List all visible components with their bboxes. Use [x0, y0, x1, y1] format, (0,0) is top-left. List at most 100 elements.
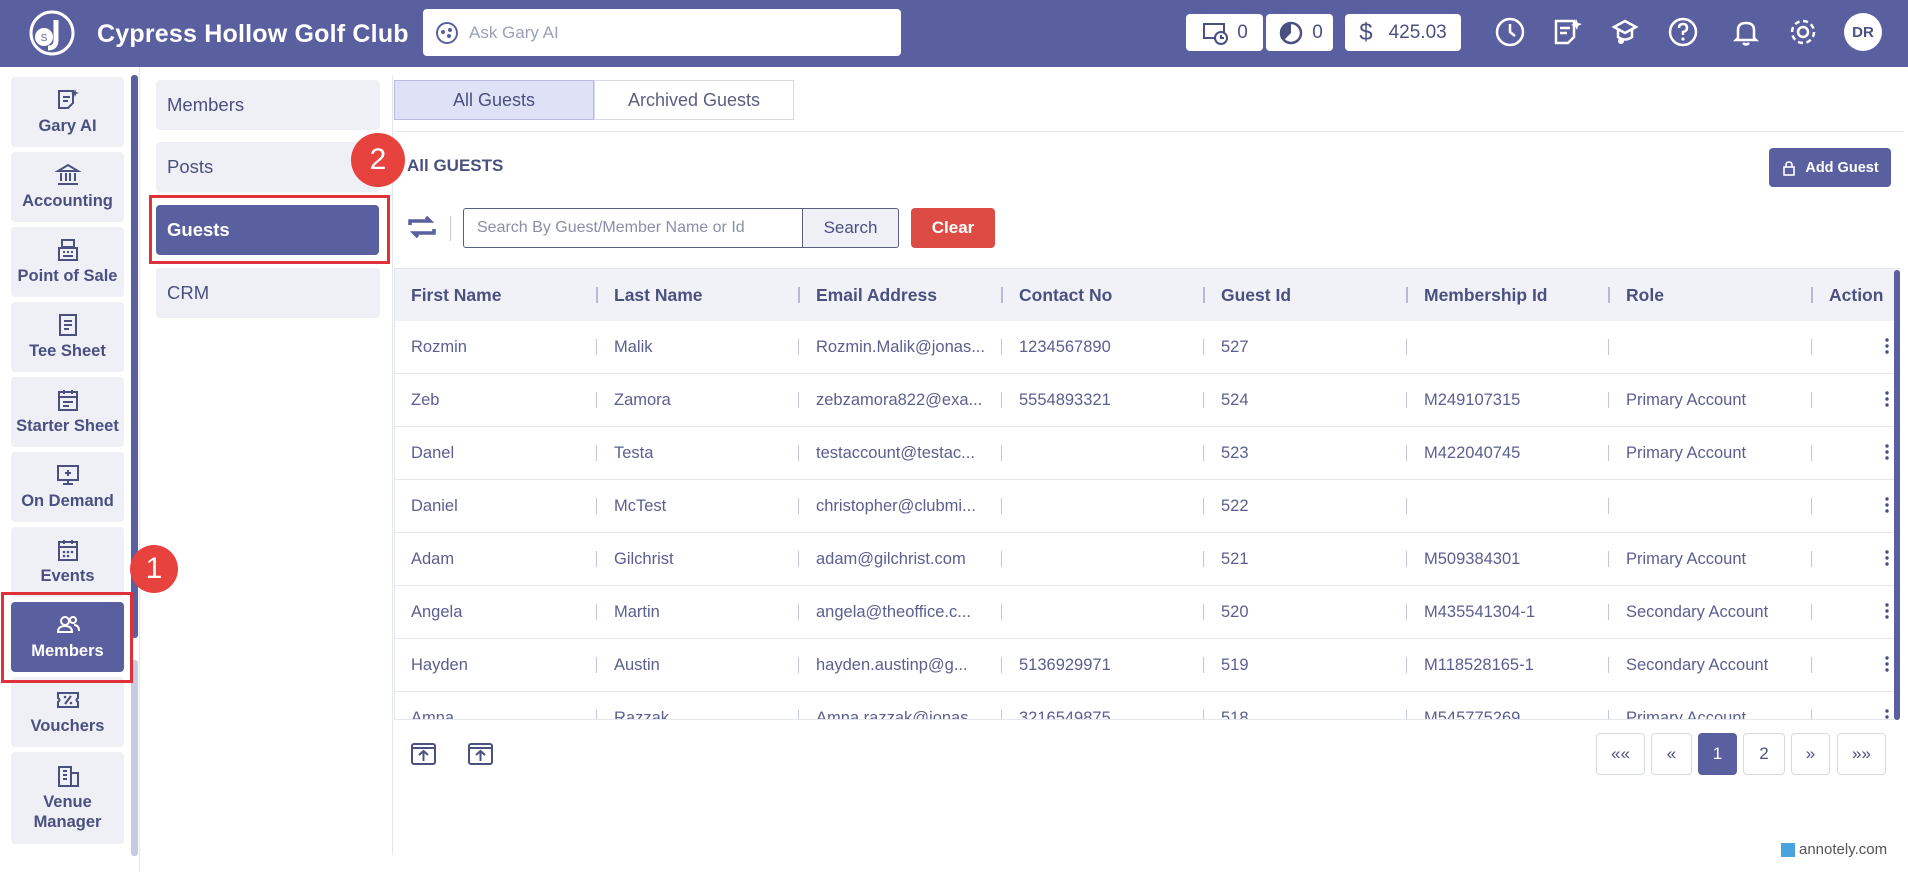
nav-item-vouchers[interactable]: Vouchers [11, 677, 124, 747]
table-row[interactable]: Hayden Austin hayden.austinp@g... 513692997… [395, 639, 1897, 692]
subnav-members[interactable]: Members [156, 80, 380, 130]
golfer-icon[interactable] [1607, 14, 1643, 50]
row-actions-kebab-icon[interactable] [1885, 391, 1889, 407]
cell-guest-id: 524 [1221, 390, 1249, 409]
export-icon[interactable] [410, 739, 437, 766]
nav-item-events[interactable]: Events [11, 527, 124, 597]
search-input[interactable]: Search By Guest/Member Name or Id [463, 208, 803, 248]
subnav-guests[interactable]: Guests [156, 205, 379, 255]
club-logo-icon[interactable]: S [26, 10, 78, 56]
column-header-contact[interactable]: Contact No [1019, 284, 1113, 305]
cell-role: Secondary Account [1626, 602, 1769, 621]
row-actions-kebab-icon[interactable] [1885, 550, 1889, 566]
balance-display[interactable]: $ 425.03 [1345, 14, 1461, 51]
pagination-prev[interactable]: « [1651, 733, 1692, 775]
tee-time-counter[interactable]: 0 [1186, 14, 1263, 51]
tee-time-count: 0 [1237, 21, 1248, 43]
nav-scrollbar-thumb[interactable] [131, 75, 138, 638]
column-header-first-name[interactable]: First Name [411, 284, 502, 305]
subnav-crm[interactable]: CRM [156, 268, 380, 318]
clock-icon[interactable] [1492, 14, 1528, 50]
column-separator [798, 339, 799, 355]
bell-icon[interactable] [1728, 14, 1764, 50]
user-avatar[interactable]: DR [1844, 13, 1882, 51]
nav-scrollbar-track[interactable] [131, 660, 138, 856]
column-header-last-name[interactable]: Last Name [614, 284, 703, 305]
cell-first-name: Daniel [411, 496, 458, 515]
column-separator [1203, 604, 1204, 620]
pagination-last[interactable]: »» [1837, 733, 1886, 775]
table-row[interactable]: Rozmin Malik Rozmin.Malik@jonas... 12345678… [395, 321, 1897, 374]
table-row[interactable]: Danel Testa testaccount@testac... 523 M42204… [395, 427, 1897, 480]
row-actions-kebab-icon[interactable] [1885, 603, 1889, 619]
table-scrollbar-thumb[interactable] [1894, 270, 1900, 720]
row-actions-kebab-icon[interactable] [1885, 709, 1889, 720]
column-header-email[interactable]: Email Address [816, 284, 937, 305]
table-row[interactable]: Zeb Zamora zebzamora822@exa... 5554893321 52… [395, 374, 1897, 427]
column-separator [1001, 339, 1002, 355]
tab-all-guests[interactable]: All Guests [394, 80, 594, 120]
nav-item-gary-ai[interactable]: Gary AI [11, 77, 124, 147]
subnav-posts[interactable]: Posts [156, 142, 380, 192]
nav-item-tee-sheet[interactable]: Tee Sheet [11, 302, 124, 372]
table-row[interactable]: Adam Gilchrist adam@gilchrist.com 521 M50938… [395, 533, 1897, 586]
cell-guest-id: 519 [1221, 655, 1249, 674]
column-separator [596, 710, 597, 719]
pagination-page-1[interactable]: 1 [1698, 733, 1737, 775]
table-row[interactable]: Daniel McTest christopher@clubmi... 522 [395, 480, 1897, 533]
table-row[interactable]: Amna Razzak Amna.razzak@jonas... 3216549875… [395, 692, 1897, 720]
column-separator [596, 498, 597, 514]
cell-last-name: Martin [614, 602, 660, 621]
row-actions-kebab-icon[interactable] [1885, 444, 1889, 460]
add-guest-button[interactable]: Add Guest [1769, 148, 1891, 187]
club-name: Cypress Hollow Golf Club [97, 20, 409, 48]
column-separator [1608, 339, 1609, 355]
cell-first-name: Adam [411, 549, 455, 568]
pagination-page-2[interactable]: 2 [1743, 733, 1785, 775]
column-header-role[interactable]: Role [1626, 284, 1664, 305]
gear-icon[interactable] [1785, 14, 1821, 50]
voucher-icon [56, 692, 79, 709]
column-separator [596, 657, 597, 673]
row-actions-kebab-icon[interactable] [1885, 497, 1889, 513]
pagination-first[interactable]: «« [1596, 733, 1645, 775]
cell-membership-id: M545775269 [1424, 708, 1521, 720]
nav-label: Gary AI [38, 117, 97, 136]
column-separator [1811, 339, 1812, 355]
search-button[interactable]: Search [802, 208, 899, 248]
column-separator [1608, 710, 1609, 719]
cell-email: testaccount@testac... [816, 443, 975, 462]
ask-gary-input[interactable]: Ask Gary AI [423, 9, 901, 56]
column-header-membership-id[interactable]: Membership Id [1424, 284, 1548, 305]
pagination-next[interactable]: » [1791, 733, 1830, 775]
nav-item-members[interactable]: Members [11, 602, 124, 672]
column-separator [1203, 339, 1204, 355]
pie-counter[interactable]: 0 [1266, 14, 1333, 51]
nav-item-on-demand[interactable]: On Demand [11, 452, 124, 522]
refresh-icon[interactable] [406, 213, 438, 241]
row-actions-kebab-icon[interactable] [1885, 338, 1889, 354]
table-row[interactable]: Angela Martin angela@theoffice.c... 520 M435… [395, 586, 1897, 639]
help-icon[interactable] [1665, 14, 1701, 50]
cell-email: Rozmin.Malik@jonas... [816, 337, 985, 356]
column-separator [596, 604, 597, 620]
calendar-icon [57, 390, 78, 412]
notes-icon[interactable] [1549, 14, 1585, 50]
cell-role: Primary Account [1626, 390, 1747, 409]
cell-last-name: Testa [614, 443, 654, 462]
column-header-guest-id[interactable]: Guest Id [1221, 284, 1292, 305]
cell-first-name: Zeb [411, 390, 440, 409]
nav-label: Tee Sheet [29, 342, 106, 361]
archive-icon[interactable] [467, 739, 494, 766]
nav-label: Events [40, 567, 95, 586]
column-separator [1608, 498, 1609, 514]
nav-item-venue-manager[interactable]: Venue Manager [11, 752, 124, 844]
cell-last-name: Malik [614, 337, 653, 356]
nav-item-accounting[interactable]: Accounting [11, 152, 124, 222]
nav-item-point-of-sale[interactable]: Point of Sale [11, 227, 124, 297]
clear-button[interactable]: Clear [911, 208, 995, 248]
nav-item-starter-sheet[interactable]: Starter Sheet [11, 377, 124, 447]
column-separator [1203, 392, 1204, 408]
tab-archived-guests[interactable]: Archived Guests [594, 80, 794, 120]
row-actions-kebab-icon[interactable] [1885, 656, 1889, 672]
